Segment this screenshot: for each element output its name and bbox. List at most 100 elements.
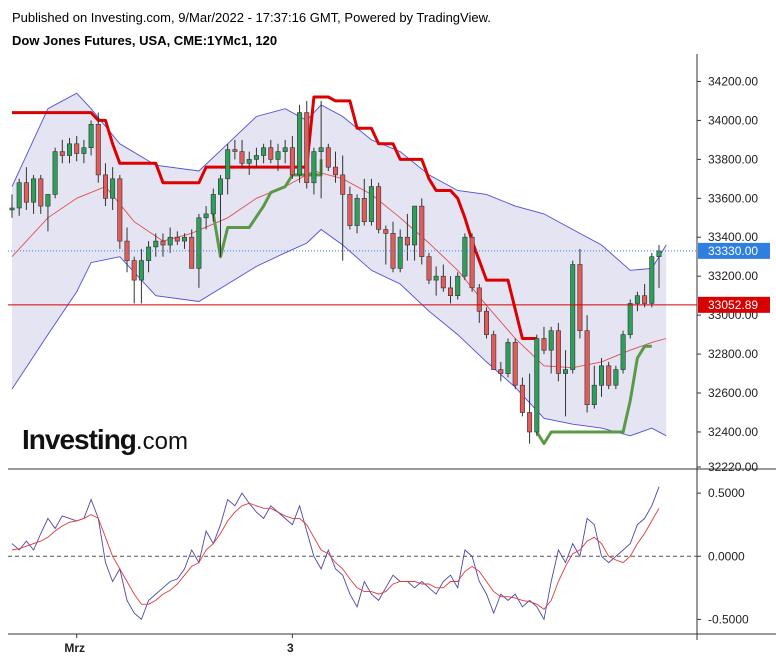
candle — [88, 120, 94, 156]
x-tick-label: Mrz — [64, 641, 85, 655]
candle-body — [124, 240, 130, 261]
candle-body — [404, 236, 410, 246]
candle-body — [74, 143, 80, 154]
candle — [462, 233, 468, 281]
candle — [347, 186, 353, 230]
candle — [253, 147, 259, 168]
candle — [376, 182, 382, 234]
candle — [218, 174, 224, 257]
candle-body — [591, 384, 597, 406]
y-tick-label: 33800.00 — [708, 152, 758, 166]
candle-body — [376, 186, 382, 230]
candle — [124, 227, 130, 273]
candle — [95, 112, 101, 183]
candle-body — [368, 186, 374, 222]
logo-suffix: .com — [135, 428, 188, 455]
candle — [203, 206, 209, 230]
candle — [318, 100, 324, 199]
candle-body — [174, 236, 180, 242]
candle-body — [67, 143, 73, 156]
candle-body — [649, 256, 655, 304]
last-price-label: 33330.00 — [708, 244, 758, 258]
candle-body — [562, 369, 568, 374]
candle-body — [138, 260, 144, 281]
candle — [505, 338, 511, 378]
candle — [297, 104, 303, 183]
candle-body — [440, 275, 446, 289]
candle-body — [361, 198, 367, 223]
candle — [325, 143, 331, 172]
candle-body — [311, 151, 317, 184]
candle-body — [584, 330, 590, 406]
candle-body — [340, 174, 346, 195]
candle — [246, 151, 252, 175]
level-price-label-bg — [698, 296, 770, 313]
candle — [570, 260, 576, 374]
candle — [275, 143, 281, 172]
candle-body — [598, 365, 604, 386]
candle — [9, 194, 15, 218]
candle-body — [167, 236, 173, 246]
y-tick-label: 34200.00 — [708, 74, 758, 88]
candle — [153, 233, 159, 257]
last-price-label-bg — [698, 242, 770, 259]
candle — [31, 174, 37, 214]
candle — [232, 139, 238, 160]
y-tick-label: 33400.00 — [708, 230, 758, 244]
candle-body — [253, 155, 259, 160]
candle — [340, 155, 346, 261]
candle-body — [505, 342, 511, 374]
candle-body — [627, 303, 633, 335]
candle — [138, 248, 144, 304]
candle-body — [634, 295, 640, 304]
candle — [354, 194, 360, 234]
candle-body — [182, 236, 188, 242]
candle — [397, 229, 403, 273]
candle-body — [9, 207, 15, 211]
candle — [383, 225, 389, 265]
candle-body — [491, 334, 497, 370]
candle-body — [642, 295, 648, 304]
candle — [483, 307, 489, 339]
candle — [512, 338, 518, 390]
candle-body — [239, 151, 245, 164]
candle-body — [656, 250, 662, 257]
candle-body — [426, 256, 432, 281]
candle — [548, 326, 554, 374]
candle — [67, 137, 73, 164]
candle — [491, 330, 497, 370]
candle-body — [613, 369, 619, 386]
candle — [634, 291, 640, 312]
y-tick-label: 32600.00 — [708, 386, 758, 400]
candle — [289, 135, 295, 179]
candle — [167, 227, 173, 253]
candle-body — [88, 124, 94, 149]
candle-body — [347, 194, 353, 226]
candle — [38, 174, 44, 214]
candle — [598, 357, 604, 397]
candle-body — [146, 246, 152, 261]
candle-body — [261, 147, 267, 156]
candle — [368, 178, 374, 226]
candle — [426, 252, 432, 284]
candle-body — [103, 174, 109, 199]
candle — [627, 299, 633, 339]
candle-body — [332, 166, 338, 176]
candle-body — [23, 182, 29, 203]
candle-body — [131, 260, 137, 281]
y-tick-label: 32220.00 — [708, 460, 758, 474]
candle-body — [318, 147, 324, 152]
candle-body — [38, 178, 44, 207]
candle-body — [196, 217, 202, 269]
candle — [59, 139, 65, 164]
candle-body — [498, 369, 504, 374]
candle-body — [52, 151, 58, 195]
candle-body — [577, 264, 583, 331]
candle-body — [297, 112, 303, 176]
candle — [16, 178, 22, 216]
candle — [476, 283, 482, 323]
candle-body — [31, 178, 37, 203]
candle-body — [95, 124, 101, 176]
candle-body — [275, 151, 281, 160]
